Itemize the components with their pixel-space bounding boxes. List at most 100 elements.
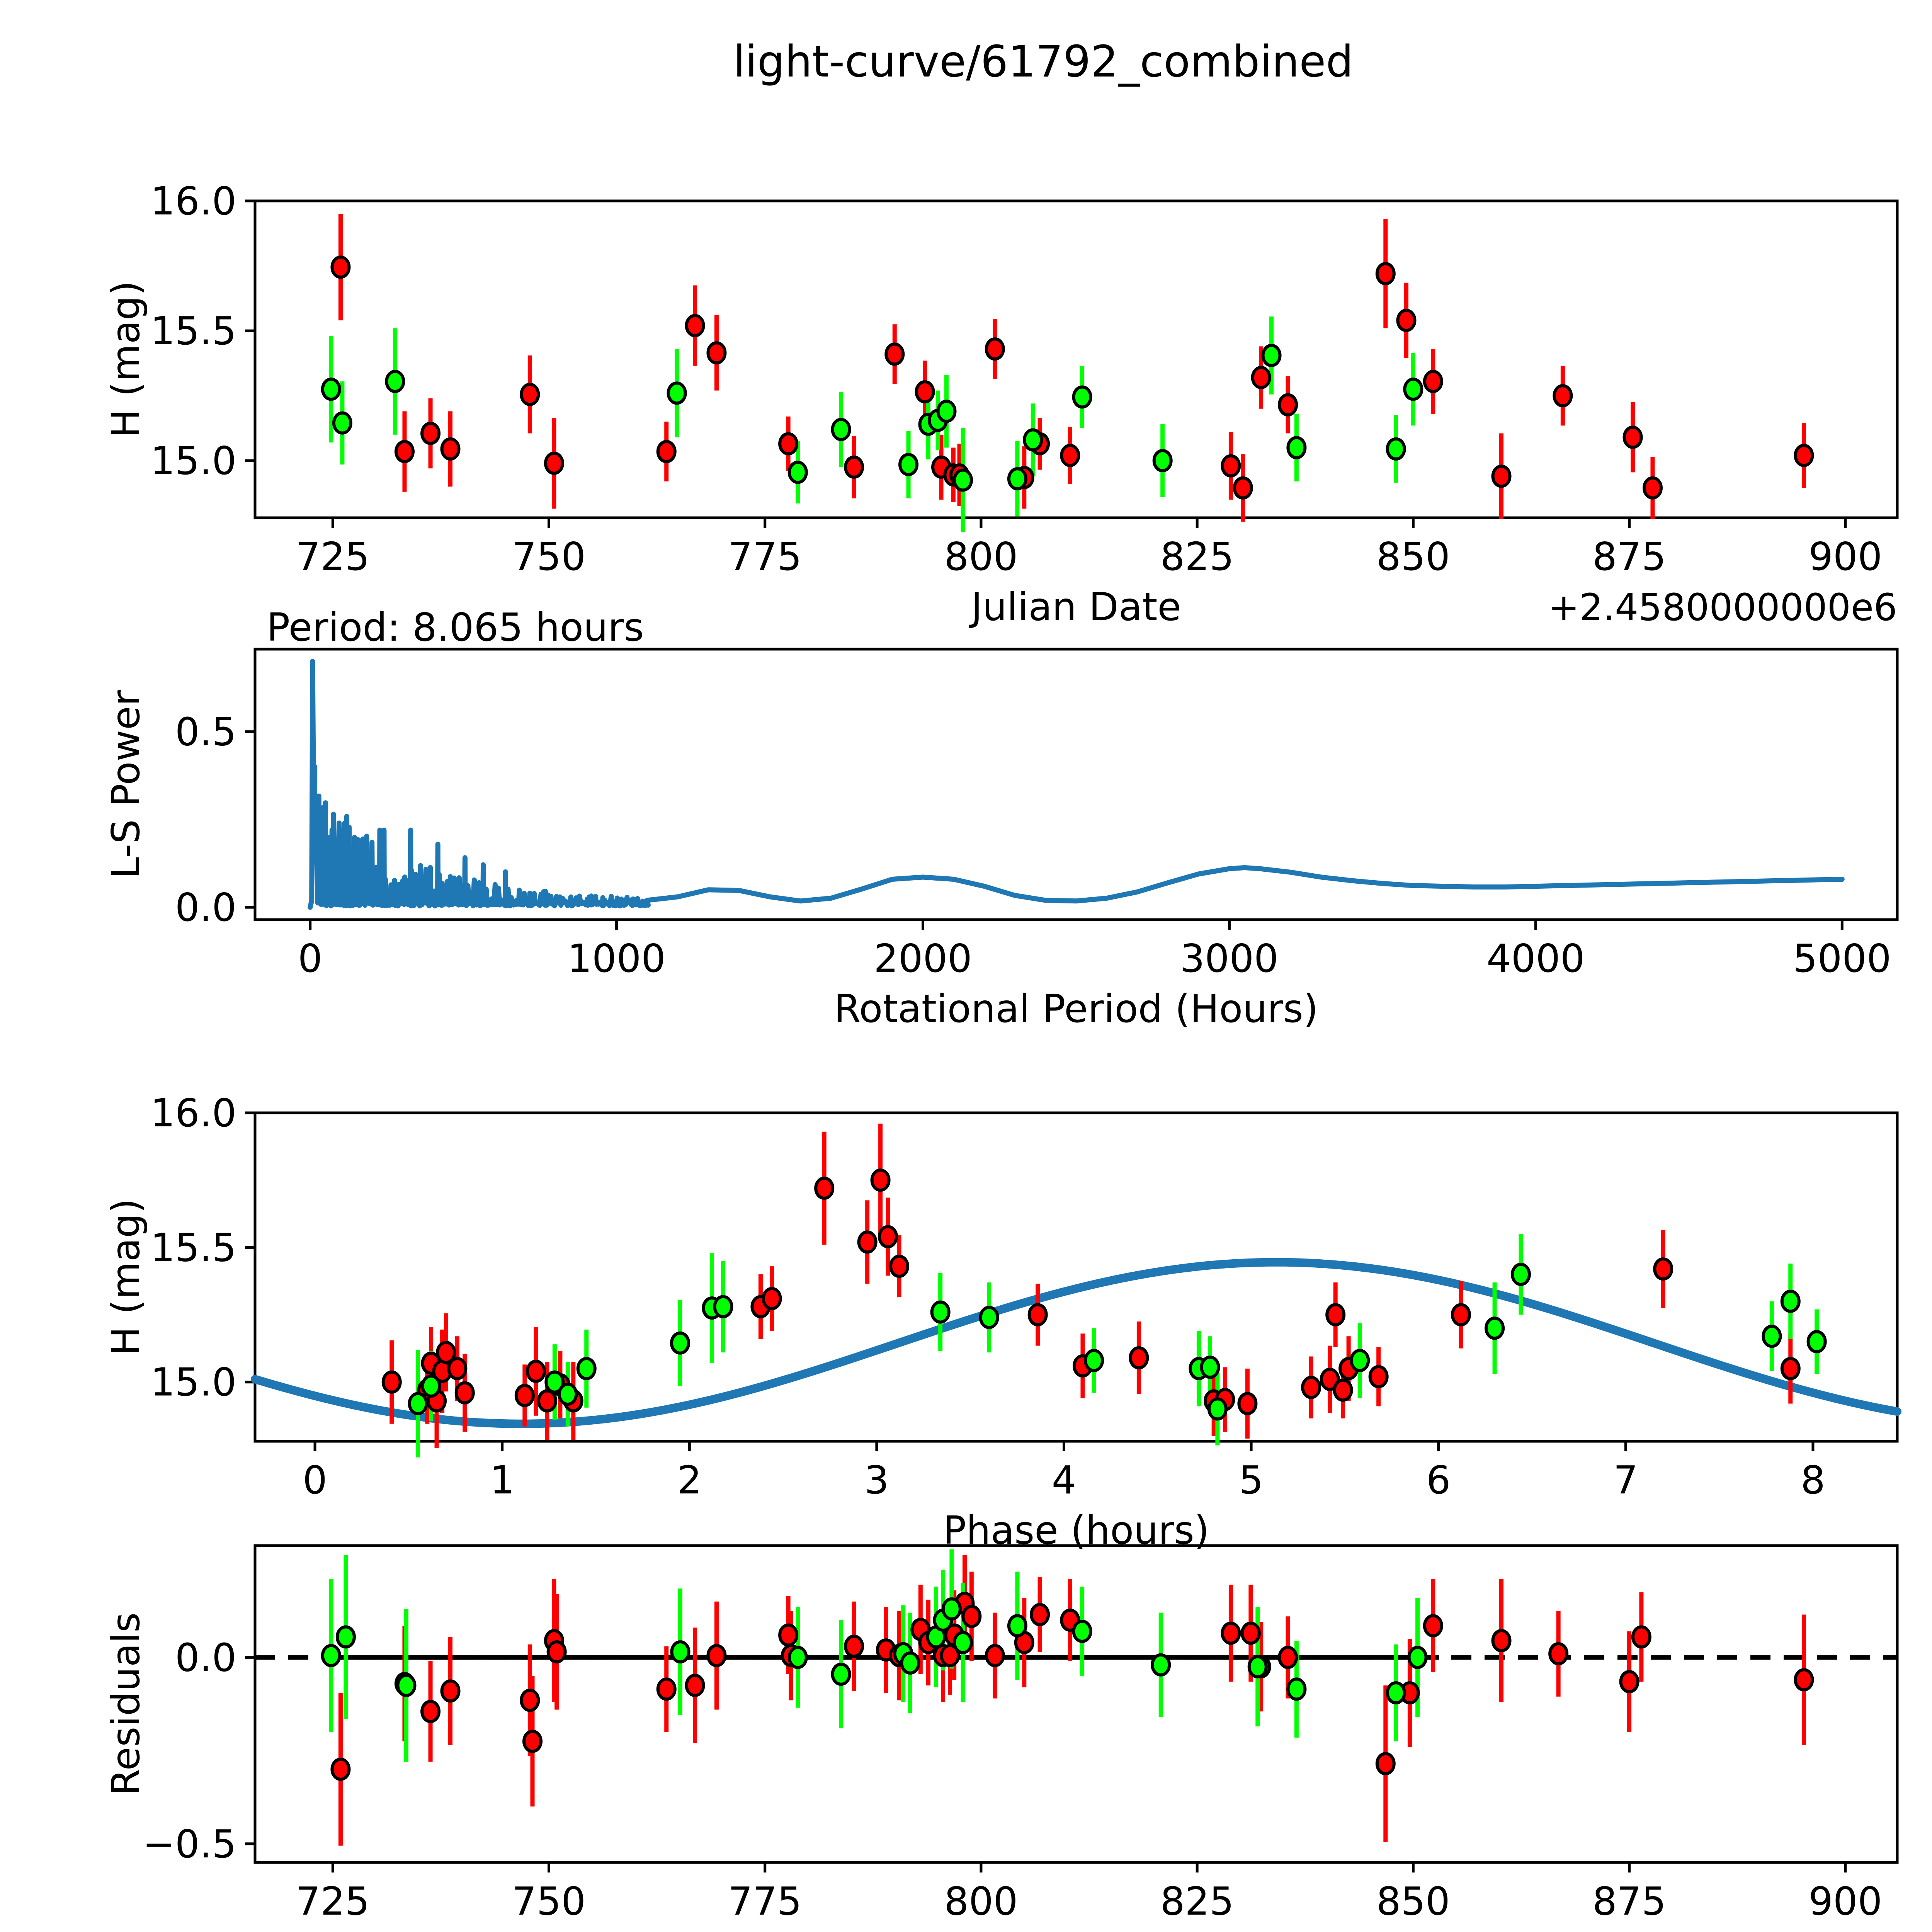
datapoint-green-3: [667, 381, 687, 405]
xticklabel-residuals-3: 800: [944, 1879, 1018, 1924]
xticklabel-lightcurve-4: 825: [1160, 534, 1234, 579]
datapoint-green-1: [332, 411, 352, 435]
series-green-lightcurve: [329, 316, 1415, 532]
datapoint-green-5: [670, 1331, 690, 1355]
series-red-residuals: [338, 1555, 1806, 1846]
datapoint-red-25: [1030, 1603, 1050, 1626]
xticklabel-periodogram-1: 1000: [567, 936, 666, 981]
phase-fit-curve: [251, 1258, 1901, 1428]
datapoint-red-25: [1396, 309, 1417, 332]
datapoint-red-20: [1027, 1303, 1048, 1327]
yticklabel-periodogram-0: 0.0: [175, 885, 236, 930]
axes-lightcurve: 725 750 775 800 825 850 875 900 15.0 15.5 16.0 Juli…: [103, 179, 1899, 629]
markers-red-phase-folded: [381, 1168, 1801, 1415]
datapoint-red-21: [1233, 476, 1253, 500]
yticklabel-phase-folded-0: 15.0: [150, 1360, 236, 1405]
datapoint-red-23: [1278, 393, 1298, 417]
datapoint-red-0: [330, 1757, 351, 1781]
datapoint-green-4: [787, 1646, 808, 1669]
yaxis-label-residuals: Residuals: [103, 1612, 148, 1796]
xticklabel-lightcurve-7: 900: [1808, 534, 1882, 579]
datapoint-red-22: [1129, 1346, 1149, 1370]
datapoint-red-7: [685, 314, 705, 337]
markers-red-lightcurve: [330, 255, 1814, 500]
datapoint-green-16: [1286, 436, 1307, 459]
panel-residuals: 725 750 775 800 825 850 875 900 −0.5 0.0 Julian Da…: [103, 1544, 1899, 1932]
axes-frame-periodogram: [253, 648, 1899, 921]
xticklabel-phase-folded-4: 4: [1052, 1458, 1077, 1503]
datapoint-red-26: [1423, 370, 1443, 393]
yaxis-label-periodogram: L-S Power: [103, 690, 148, 879]
datapoint-red-31: [1794, 444, 1814, 467]
yticklabel-lightcurve-0: 15.0: [150, 438, 236, 483]
datapoint-green-18: [1403, 378, 1423, 401]
yticklabel-residuals-1: 0.0: [175, 1635, 236, 1680]
xticklabel-residuals-0: 725: [296, 1879, 370, 1924]
xticklabel-residuals-5: 850: [1376, 1879, 1450, 1924]
datapoint-red-34: [1491, 1629, 1512, 1652]
datapoint-red-27: [1320, 1367, 1340, 1391]
datapoint-green-4: [787, 461, 808, 484]
datapoint-red-7: [546, 1640, 567, 1663]
datapoint-green-13: [1207, 1397, 1228, 1421]
datapoint-green-13: [1072, 1619, 1092, 1643]
xticklabel-residuals-7: 900: [1808, 1879, 1882, 1924]
xticklabel-periodogram-4: 4000: [1486, 936, 1585, 981]
datapoint-red-14: [762, 1287, 782, 1310]
datapoint-green-17: [1386, 437, 1406, 461]
datapoint-red-20: [1221, 454, 1241, 478]
datapoint-red-26: [1301, 1376, 1321, 1399]
datapoint-green-2: [396, 1673, 417, 1697]
xticklabel-lightcurve-5: 850: [1376, 534, 1450, 579]
figure-title: light-curve/61792_combined: [733, 37, 1354, 87]
datapoint-red-9: [778, 432, 799, 456]
datapoint-red-8: [706, 341, 727, 365]
datapoint-green-2: [544, 1370, 565, 1394]
xticklabel-lightcurve-1: 750: [512, 534, 586, 579]
datapoint-red-28: [1553, 384, 1573, 408]
xticklabel-periodogram-0: 0: [298, 936, 323, 981]
datapoint-red-19: [889, 1255, 910, 1278]
xticklabel-phase-folded-3: 3: [864, 1458, 889, 1503]
datapoint-red-32: [1451, 1303, 1471, 1327]
datapoint-green-3: [670, 1640, 690, 1663]
datapoint-red-10: [706, 1644, 727, 1667]
datapoint-red-27: [1491, 464, 1512, 488]
datapoint-red-36: [1619, 1670, 1639, 1694]
datapoint-red-1: [394, 440, 415, 463]
datapoint-green-5: [831, 418, 851, 441]
datapoint-green-6: [898, 453, 919, 476]
datapoint-green-10: [1084, 1349, 1104, 1372]
datapoint-green-2: [385, 370, 405, 393]
xticklabel-phase-folded-0: 0: [303, 1458, 327, 1503]
datapoint-green-7: [900, 1651, 920, 1675]
datapoint-red-9: [685, 1673, 705, 1697]
datapoint-green-10: [952, 468, 973, 492]
datapoint-red-16: [985, 337, 1005, 361]
datapoint-red-10: [844, 455, 864, 479]
xticklabel-periodogram-5: 5000: [1793, 936, 1891, 981]
datapoint-red-19: [1060, 444, 1080, 467]
datapoint-red-23: [985, 1644, 1005, 1667]
datapoint-red-33: [1423, 1614, 1443, 1638]
xticklabel-residuals-2: 775: [728, 1879, 802, 1924]
axes-periodogram: 0 1000 2000 3000 4000 5000 0.0 0.5 Rotational Pe…: [103, 605, 1899, 1031]
datapoint-red-18: [878, 1225, 898, 1248]
yticklabel-lightcurve-2: 16.0: [150, 179, 236, 224]
datapoint-red-29: [1333, 1378, 1353, 1402]
xticklabel-residuals-1: 750: [512, 1879, 586, 1924]
markers-green-phase-folded: [408, 1263, 1827, 1421]
series-red-lightcurve: [338, 214, 1806, 522]
datapoint-red-27: [1221, 1621, 1241, 1645]
datapoint-green-16: [1510, 1263, 1531, 1286]
markers-green-lightcurve: [321, 344, 1423, 492]
panel-title-periodogram: Period: 8.065 hours: [267, 605, 644, 650]
datapoint-red-6: [447, 1357, 468, 1380]
datapoint-red-5: [522, 1730, 543, 1753]
datapoint-green-18: [1407, 1646, 1428, 1669]
datapoint-green-17: [1762, 1325, 1782, 1348]
datapoint-red-3: [440, 1679, 461, 1703]
xaxis-label-lightcurve: Julian Date: [969, 584, 1181, 629]
datapoint-red-25: [1237, 1392, 1258, 1415]
datapoint-red-3: [440, 437, 461, 461]
